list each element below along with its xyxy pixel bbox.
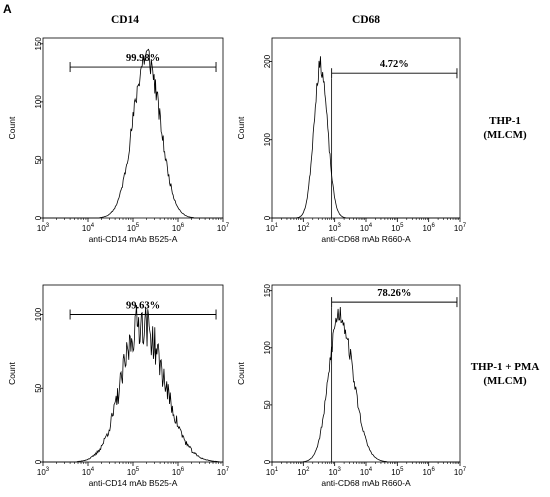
x-axis-label: anti-CD14 mAb B525-A — [89, 478, 178, 488]
y-tick-label: 100 — [34, 95, 43, 109]
histogram-curve — [43, 48, 223, 219]
histogram-panels: 0 50 100 150 103 104 105 106 107 anti-CD14 mAb B5… — [7, 37, 467, 488]
y-tick-label: 100 — [34, 307, 43, 321]
y-tick-label: 150 — [34, 37, 43, 51]
panel-letter: A — [3, 2, 12, 16]
plot-frame — [271, 37, 461, 219]
x-axis-label: anti-CD68 mAb R660-A — [321, 234, 411, 244]
y-tick-label: 50 — [34, 383, 43, 392]
row-label-1-line1: THP-1 — [489, 115, 521, 127]
histogram-panel: 0 100 200 101 102 103 104 105 106 107 anti-CD68 mA… — [236, 37, 467, 244]
x-tick-label: 103 — [329, 467, 342, 477]
y-tick-label: 0 — [34, 215, 43, 220]
x-tick-label: 107 — [217, 467, 230, 477]
x-tick-label: 103 — [329, 223, 342, 233]
gate-percentage-label: 4.72% — [380, 59, 409, 70]
histogram-curve — [272, 56, 460, 219]
x-tick-label: 101 — [266, 467, 279, 477]
x-tick-label: 104 — [82, 223, 95, 233]
y-tick-label: 200 — [263, 54, 272, 68]
x-tick-label: 101 — [266, 223, 279, 233]
x-tick-label: 105 — [127, 467, 140, 477]
x-tick-label: 103 — [37, 467, 50, 477]
y-axis-label: Count — [7, 116, 17, 139]
x-tick-label: 104 — [360, 223, 373, 233]
y-tick-label: 50 — [34, 155, 43, 164]
x-tick-label: 107 — [217, 223, 230, 233]
x-tick-label: 102 — [297, 467, 310, 477]
histogram-curve — [43, 304, 223, 463]
y-tick-label: 0 — [263, 215, 272, 220]
row-label-1-line2: (MLCM) — [483, 129, 527, 141]
gate-percentage-label: 99.63% — [126, 301, 160, 312]
x-tick-label: 107 — [454, 223, 467, 233]
histogram-curve — [272, 306, 460, 463]
histogram-panel: 0 50 100 150 101 102 103 104 105 106 107 anti-CD68 … — [236, 283, 467, 488]
histogram-panel: 0 50 100 150 103 104 105 106 107 anti-CD14 mAb B5… — [7, 37, 230, 244]
x-tick-label: 107 — [454, 467, 467, 477]
y-tick-label: 0 — [34, 459, 43, 464]
y-axis-label: Count — [236, 116, 246, 139]
plot-frame — [271, 284, 461, 463]
row-label-2-line1: THP-1 + PMA — [471, 361, 540, 373]
x-tick-label: 105 — [127, 223, 140, 233]
y-tick-label: 100 — [263, 341, 272, 355]
y-axis-label: Count — [7, 362, 17, 385]
x-tick-label: 104 — [360, 467, 373, 477]
gate-percentage-label: 99.98% — [126, 53, 160, 64]
x-tick-label: 106 — [423, 467, 436, 477]
x-tick-label: 106 — [172, 223, 185, 233]
y-tick-label: 0 — [263, 459, 272, 464]
y-tick-label: 100 — [263, 133, 272, 147]
y-axis-label: Count — [236, 362, 246, 385]
x-tick-label: 102 — [297, 223, 310, 233]
x-tick-label: 106 — [172, 467, 185, 477]
x-axis-label: anti-CD68 mAb R660-A — [321, 478, 411, 488]
gate-percentage-label: 78.26% — [377, 288, 411, 299]
x-tick-label: 106 — [423, 223, 436, 233]
y-tick-label: 150 — [263, 283, 272, 297]
y-tick-label: 50 — [263, 400, 272, 409]
row-label-2-line2: (MLCM) — [483, 375, 527, 387]
x-tick-label: 103 — [37, 223, 50, 233]
histogram-panel: 0 50 100 103 104 105 106 107 anti-CD14 mAb B525-… — [7, 284, 230, 488]
x-tick-label: 105 — [391, 467, 404, 477]
x-axis-label: anti-CD14 mAb B525-A — [89, 234, 178, 244]
x-tick-label: 104 — [82, 467, 95, 477]
column-header-cd14: CD14 — [111, 14, 139, 26]
column-header-cd68: CD68 — [352, 14, 380, 26]
x-tick-label: 105 — [391, 223, 404, 233]
